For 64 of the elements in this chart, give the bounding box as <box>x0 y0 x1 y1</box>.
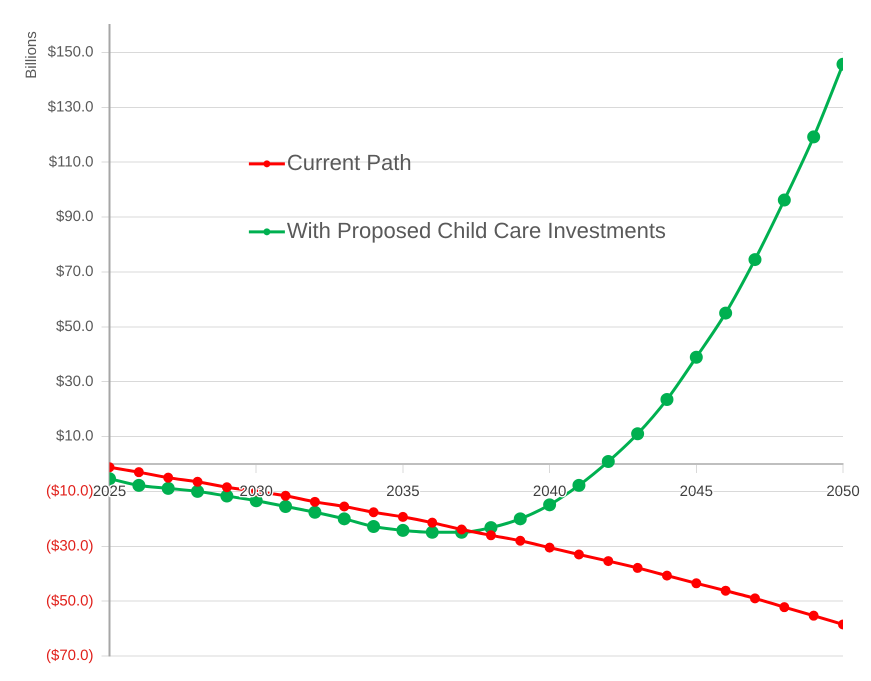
point <box>515 536 526 546</box>
point <box>220 490 234 503</box>
y-tick-label: $110.0 <box>48 153 94 170</box>
point <box>807 130 820 144</box>
legend-label: Current Path <box>286 150 412 175</box>
y-tick-label: $70.0 <box>56 263 94 280</box>
point <box>163 472 174 483</box>
point <box>368 507 379 518</box>
point <box>280 490 291 501</box>
point <box>660 392 674 406</box>
legend-label: With Proposed Child Care Investments <box>286 218 666 243</box>
y-tick-label: $10.0 <box>56 428 94 445</box>
point <box>398 512 408 522</box>
x-tick-label: 2045 <box>680 483 713 500</box>
point <box>192 476 203 487</box>
point <box>572 478 586 492</box>
point <box>308 506 322 519</box>
point <box>191 484 204 498</box>
point <box>426 526 439 539</box>
y-tick-label: ($70.0) <box>46 647 94 664</box>
point <box>602 454 615 468</box>
point <box>544 542 555 553</box>
y-tick-label: $30.0 <box>56 372 94 390</box>
point <box>486 530 496 540</box>
point <box>134 467 144 478</box>
point <box>719 306 732 320</box>
x-tick-label: 2025 <box>92 483 126 500</box>
y-axis-title: Billions <box>23 31 40 79</box>
x-tick-label: 2050 <box>826 483 860 500</box>
y-tick-label: ($10.0) <box>46 482 94 500</box>
point <box>574 549 584 560</box>
y-tick-label: $50.0 <box>56 318 94 335</box>
point <box>748 253 762 266</box>
point <box>339 501 350 512</box>
point <box>690 350 703 364</box>
point <box>603 556 614 566</box>
point <box>720 586 731 596</box>
point <box>279 500 292 513</box>
point <box>779 602 790 612</box>
point <box>456 524 467 535</box>
x-tick-label: 2040 <box>532 483 566 500</box>
point <box>808 610 819 621</box>
point <box>662 570 672 581</box>
point <box>427 518 438 528</box>
y-tick-label: $150.0 <box>48 44 94 61</box>
y-tick-label: $130.0 <box>48 98 94 116</box>
point <box>632 562 643 573</box>
y-tick-label: $90.0 <box>56 208 94 226</box>
x-tick-label: 2035 <box>386 483 420 500</box>
point <box>367 520 380 534</box>
point <box>338 512 351 526</box>
point <box>543 498 556 512</box>
point <box>396 524 410 537</box>
y-tick-label: ($50.0) <box>46 592 94 610</box>
point <box>132 478 146 492</box>
point <box>162 482 175 495</box>
y-tick-label: ($30.0) <box>46 537 94 554</box>
point <box>750 593 760 604</box>
point <box>222 482 232 492</box>
point <box>310 496 320 507</box>
point <box>691 578 702 588</box>
point <box>778 194 791 207</box>
point <box>631 427 644 440</box>
point <box>514 512 527 526</box>
